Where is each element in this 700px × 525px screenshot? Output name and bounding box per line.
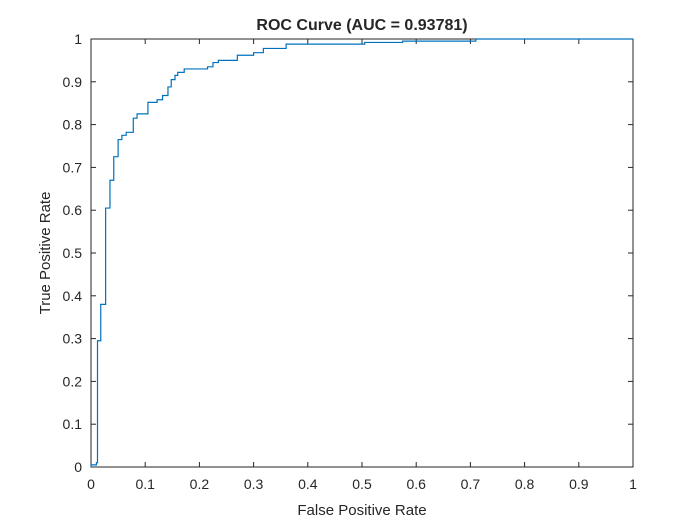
x-tick-label: 0.2 (190, 476, 210, 492)
y-tick-label: 0.2 (63, 373, 83, 389)
x-tick-label: 0.5 (352, 476, 372, 492)
x-tick-label: 0.3 (244, 476, 264, 492)
y-tick-label: 0 (74, 459, 82, 475)
x-axis-ticks: 0 0.1 0.2 0.3 0.4 0.5 0.6 0.7 0.8 0.9 1 (87, 39, 637, 492)
x-tick-label: 0.4 (298, 476, 318, 492)
x-axis-label: False Positive Rate (297, 502, 426, 519)
y-axis-label: True Positive Rate (37, 192, 54, 315)
x-tick-label: 0.9 (569, 476, 589, 492)
x-tick-label: 0.7 (461, 476, 481, 492)
x-tick-label: 0 (87, 476, 95, 492)
axes-box (90, 38, 634, 468)
y-tick-label: 0.7 (63, 159, 83, 175)
y-tick-label: 1 (74, 31, 82, 47)
y-tick-label: 0.5 (63, 245, 83, 261)
y-tick-label: 0.3 (63, 331, 83, 347)
x-tick-label: 0.1 (135, 476, 155, 492)
x-tick-label: 1 (629, 476, 637, 492)
chart-title: ROC Curve (AUC = 0.93781) (256, 17, 467, 34)
x-tick-label: 0.6 (406, 476, 426, 492)
y-axis-ticks: 0 0.1 0.2 0.3 0.4 0.5 0.6 0.7 0.8 0.9 1 (63, 31, 633, 475)
y-tick-label: 0.4 (63, 288, 83, 304)
y-tick-label: 0.1 (63, 416, 83, 432)
x-tick-label: 0.8 (515, 476, 535, 492)
y-tick-label: 0.6 (63, 202, 83, 218)
y-tick-label: 0.8 (63, 117, 83, 133)
roc-curve-line (90, 38, 633, 467)
y-tick-label: 0.9 (63, 74, 83, 90)
plot-area: 0 0.1 0.2 0.3 0.4 0.5 0.6 0.7 0.8 0.9 1 0 0.1 0.2 0.3… (63, 31, 638, 492)
